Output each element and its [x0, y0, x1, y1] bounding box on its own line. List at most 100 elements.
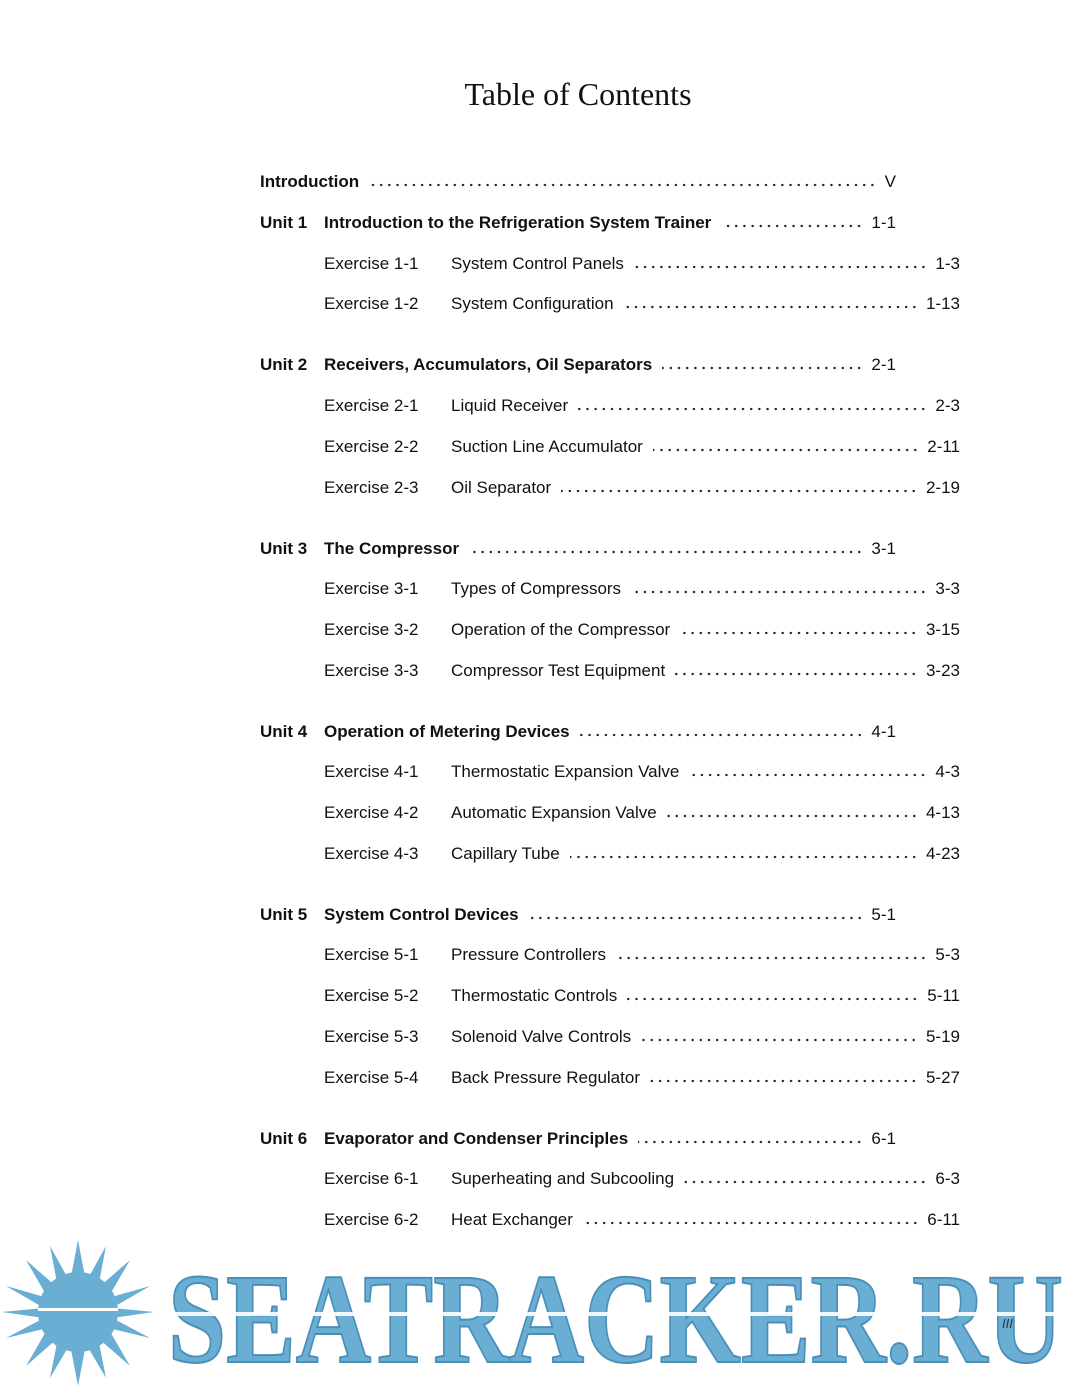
- exercise-page: 4-3: [935, 762, 960, 782]
- exercise-page: 4-23: [925, 843, 960, 863]
- exercise-title: Types of Compressors: [451, 579, 622, 599]
- exercise-page: 3-23: [925, 660, 960, 680]
- unit-page: 2-1: [871, 355, 896, 375]
- toc-row: Exercise 5-2 Thermostatic Controls 5-11: [260, 986, 960, 1008]
- leader: [627, 997, 920, 1002]
- leader: [582, 1220, 920, 1225]
- exercise-title: Solenoid Valve Controls: [451, 1026, 632, 1046]
- entry-page: V: [884, 172, 896, 191]
- leader: [675, 671, 918, 676]
- leader: [638, 1139, 864, 1144]
- exercise-title: Automatic Expansion Valve: [451, 803, 657, 822]
- exercise-page: 2-3: [935, 396, 960, 416]
- toc-row: Unit 3 The Compressor 3-1: [260, 539, 896, 561]
- unit-label: Unit 3: [260, 538, 308, 558]
- toc-row: Exercise 3-1 Types of Compressors 3-3: [260, 579, 960, 601]
- toc-row: Exercise 4-3 Capillary Tube 4-23: [260, 844, 960, 866]
- exercise-title: Compressor Test Equipment: [451, 660, 666, 680]
- leader: [528, 915, 864, 920]
- leader: [684, 1180, 928, 1185]
- toc-row: Exercise 2-1 Liquid Receiver 2-3: [260, 396, 960, 418]
- toc-row: Introduction V: [260, 172, 896, 194]
- exercise-label: Exercise 3-2: [324, 619, 419, 639]
- exercise-title: Heat Exchanger: [451, 1209, 573, 1229]
- leader: [578, 407, 928, 412]
- exercise-title: Superheating and Subcooling: [451, 1169, 675, 1189]
- entry-title: Introduction: [260, 172, 360, 191]
- unit-title: Introduction to the Refrigeration System…: [324, 213, 712, 232]
- leader: [579, 732, 864, 737]
- exercise-title: Oil Separator: [451, 477, 552, 497]
- unit-title: Receivers, Accumulators, Oil Separators: [324, 355, 653, 375]
- unit-page: 6-1: [871, 1128, 896, 1148]
- exercise-page: 3-3: [935, 579, 960, 599]
- exercise-page: 6-11: [927, 1209, 960, 1229]
- exercise-title: Thermostatic Controls: [451, 986, 618, 1006]
- exercise-page: 3-15: [925, 619, 960, 639]
- exercise-title: Back Pressure Regulator: [451, 1067, 640, 1087]
- exercise-label: Exercise 4-3: [324, 843, 419, 863]
- exercise-label: Exercise 5-1: [324, 945, 419, 965]
- toc-row: Unit 1 Introduction to the Refrigeration …: [260, 213, 896, 235]
- page-number: III: [1002, 1316, 1013, 1331]
- exercise-label: Exercise 2-2: [324, 436, 419, 456]
- exercise-title: Suction Line Accumulator: [451, 436, 643, 456]
- exercise-title: Capillary Tube: [451, 843, 560, 863]
- toc-row: Exercise 5-1 Pressure Controllers 5-3: [260, 945, 960, 967]
- toc-row: Exercise 4-2 Automatic Expansion Valve 4-1…: [260, 803, 960, 825]
- exercise-page: 2-19: [925, 477, 960, 497]
- toc-row: Unit 4 Operation of Metering Devices 4-1: [260, 722, 896, 744]
- unit-title: System Control Devices: [324, 904, 519, 924]
- watermark-text: SEATRACKER.RU: [168, 1248, 1063, 1390]
- toc-row: Unit 5 System Control Devices 5-1: [260, 905, 896, 927]
- exercise-page: 1-13: [925, 294, 960, 314]
- exercise-label: Exercise 4-2: [324, 803, 419, 822]
- exercise-page: 2-11: [927, 436, 960, 456]
- unit-label: Unit 6: [260, 1128, 308, 1148]
- unit-title: Operation of Metering Devices: [324, 721, 570, 741]
- unit-page: 4-1: [871, 721, 896, 741]
- toc-row: Exercise 1-2 System Configuration 1-13: [260, 294, 960, 316]
- exercise-label: Exercise 1-1: [324, 253, 419, 273]
- exercise-title: Liquid Receiver: [451, 396, 569, 416]
- exercise-page: 5-3: [935, 945, 960, 965]
- exercise-title: Pressure Controllers: [451, 945, 606, 965]
- toc-row: Exercise 6-2 Heat Exchanger 6-11: [260, 1210, 960, 1232]
- leader: [561, 488, 918, 493]
- leader: [369, 183, 877, 187]
- exercise-label: Exercise 6-1: [324, 1169, 419, 1189]
- exercise-label: Exercise 2-1: [324, 396, 419, 416]
- exercise-page: 6-3: [935, 1169, 960, 1189]
- leader: [649, 1078, 918, 1083]
- exercise-label: Exercise 1-2: [324, 294, 419, 314]
- page-title: Table of Contents: [464, 76, 692, 112]
- toc-row: Exercise 5-3 Solenoid Valve Controls 5-19: [260, 1027, 960, 1049]
- unit-label: Unit 2: [260, 355, 308, 375]
- leader: [633, 264, 928, 269]
- exercise-label: Exercise 3-3: [324, 660, 419, 680]
- toc-row: Unit 2 Receivers, Accumulators, Oil Separ…: [260, 355, 896, 377]
- leader: [662, 366, 864, 371]
- toc-row: Exercise 1-1 System Control Panels 1-3: [260, 254, 960, 276]
- toc-row: Exercise 3-2 Operation of the Compressor 3…: [260, 620, 960, 642]
- unit-title: The Compressor: [324, 538, 460, 558]
- watermark: SEATRACKER.RU: [2, 1240, 1068, 1391]
- exercise-title: Thermostatic Expansion Valve: [451, 762, 680, 782]
- exercise-label: Exercise 5-2: [324, 986, 419, 1006]
- unit-label: Unit 1: [260, 213, 308, 232]
- toc-row: Exercise 3-3 Compressor Test Equipment 3-2…: [260, 661, 960, 683]
- exercise-title: Operation of the Compressor: [451, 619, 671, 639]
- exercise-label: Exercise 3-1: [324, 579, 419, 599]
- exercise-page: 5-11: [927, 986, 960, 1006]
- leader: [615, 956, 928, 961]
- toc-row: Exercise 2-3 Oil Separator 2-19: [260, 478, 960, 500]
- toc-row: Unit 6 Evaporator and Condenser Principle…: [260, 1129, 896, 1151]
- exercise-page: 5-27: [925, 1067, 960, 1087]
- leader: [680, 630, 918, 635]
- toc-row: Exercise 4-1 Thermostatic Expansion Valve…: [260, 762, 960, 784]
- exercise-label: Exercise 4-1: [324, 762, 419, 782]
- leader: [469, 549, 864, 554]
- unit-page: 1-1: [871, 213, 896, 232]
- toc-row: Exercise 6-1 Superheating and Subcooling 6…: [260, 1169, 960, 1191]
- leader: [623, 305, 918, 310]
